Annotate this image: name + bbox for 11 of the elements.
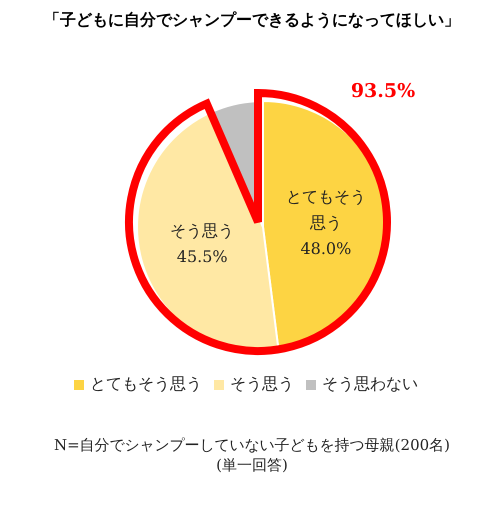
text: (単一回答) [215,456,289,475]
data-label: 48.0% [300,238,352,260]
text: N=自分でシャンプーしていない子どもを持つ母親(200名) [52,436,452,455]
slice-label: とてもそう思う [284,186,367,234]
chart-title: 「子どもに自分でシャンプーできるようになってほしい」 [43,10,461,31]
legend-label: そう思う [230,374,294,395]
legend-label: そう思わない [322,374,418,395]
data-label: 45.5% [176,246,228,268]
text: 93.5% [350,80,416,102]
slice-label: そう思う [169,220,236,242]
legend-label: とてもそう思う [90,374,202,395]
